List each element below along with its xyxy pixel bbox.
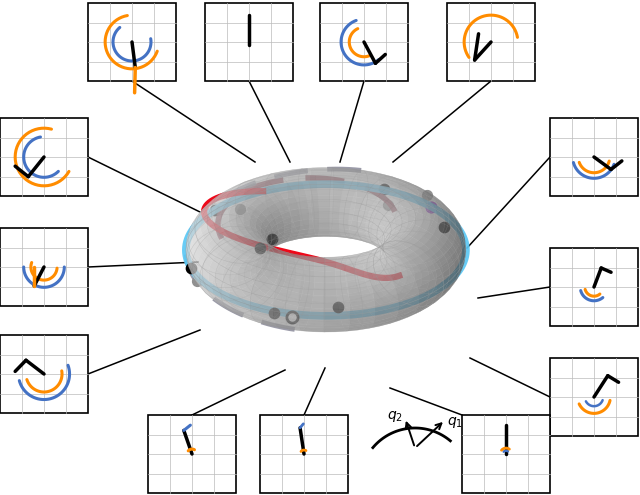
Bar xyxy=(260,415,348,493)
Bar xyxy=(88,3,176,81)
Bar xyxy=(550,358,638,436)
Bar xyxy=(205,3,293,81)
Bar xyxy=(0,228,88,306)
Bar xyxy=(550,118,638,196)
Bar xyxy=(320,3,408,81)
Bar xyxy=(447,3,535,81)
Bar xyxy=(0,118,88,196)
Bar xyxy=(148,415,236,493)
Bar xyxy=(0,335,88,413)
Text: $q_1$: $q_1$ xyxy=(447,414,463,430)
Text: $q_2$: $q_2$ xyxy=(387,408,403,424)
Bar xyxy=(462,415,550,493)
Bar xyxy=(550,248,638,326)
